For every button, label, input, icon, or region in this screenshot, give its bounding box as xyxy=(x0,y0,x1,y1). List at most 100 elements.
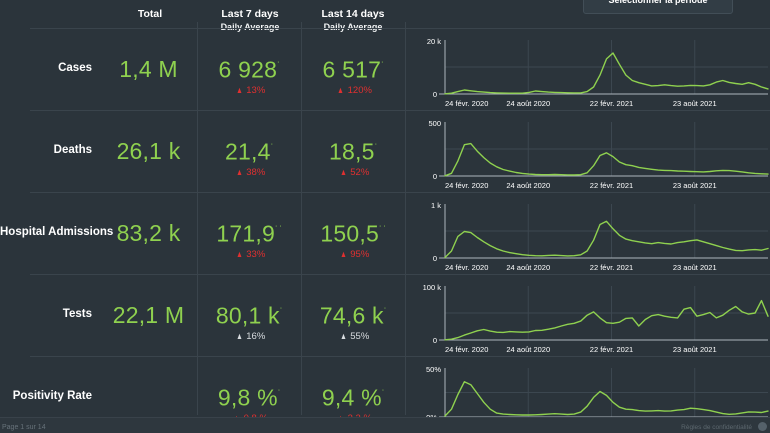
delta-deaths-last7: ▲ 38% xyxy=(235,166,266,178)
cell-deaths-total: 26,1 k xyxy=(116,138,181,164)
svg-text:24 août 2020: 24 août 2020 xyxy=(506,99,550,108)
delta-hospital-last7: ▲ 33% xyxy=(235,248,266,260)
trend-chart-tests[interactable]: 24 févr. 2020 24 août 2020 22 févr. 2021 23… xyxy=(406,276,770,356)
svg-text:23 août 2021: 23 août 2021 xyxy=(673,99,717,108)
arrow-up-icon: ▲ xyxy=(339,330,347,341)
cell-hospital-total: 83,2 k xyxy=(116,220,181,246)
delta-deaths-last14: ▲ 52% xyxy=(339,166,370,178)
trend-chart-cases[interactable]: 24 févr. 2020 24 août 2020 22 févr. 2021 23… xyxy=(406,30,770,110)
circle-logo-icon xyxy=(758,422,767,431)
footnote-marker: ˙ xyxy=(381,389,387,400)
svg-text:24 févr. 2020: 24 févr. 2020 xyxy=(445,181,488,190)
row-label-deaths: Deaths xyxy=(53,144,92,156)
cell-hospital-last14: 150,5˙˙ ▲ 95% xyxy=(304,218,404,261)
value-deaths-last7: 21,4˙ xyxy=(225,138,275,165)
footnote-marker: ˙ xyxy=(277,389,283,400)
cell-deaths-last7: 21,4˙ ▲ 38% xyxy=(200,136,300,179)
row-label-hospital-admissions: Hospital Admissions xyxy=(0,226,114,238)
svg-text:0: 0 xyxy=(433,254,437,263)
table-row[interactable]: Cases 1,4 M 6 928˙ ▲ 13% 6 517˙ ▲ 120% xyxy=(0,28,770,110)
footnote-marker: ˙˙ xyxy=(378,225,388,236)
period-selector-dropdown[interactable]: Sélectionner la période xyxy=(583,0,733,14)
row-label-cases: Cases xyxy=(58,62,92,74)
value-cases-last7: 6 928˙ xyxy=(218,56,282,83)
value-hospital-last7: 171,9˙˙ xyxy=(216,220,284,247)
arrow-up-icon: ▲ xyxy=(339,248,347,259)
value-deaths-last14: 18,5˙ xyxy=(329,138,379,165)
svg-text:23 août 2021: 23 août 2021 xyxy=(673,345,717,354)
delta-cases-last14: ▲ 120% xyxy=(337,84,372,96)
svg-text:22 févr. 2021: 22 févr. 2021 xyxy=(590,181,633,190)
arrow-up-icon: ▲ xyxy=(337,84,344,95)
svg-text:500: 500 xyxy=(428,119,441,128)
pagination-label[interactable]: Page 1 sur 14 xyxy=(2,424,46,431)
svg-text:0: 0 xyxy=(433,90,437,99)
table-header-row: Total Last 7 days Daily Average Last 14 … xyxy=(0,0,770,32)
svg-text:24 févr. 2020: 24 févr. 2020 xyxy=(445,263,488,272)
cell-tests-last14: 74,6 k˙ ▲ 55% xyxy=(304,300,404,343)
svg-text:0: 0 xyxy=(433,172,437,181)
arrow-up-icon: ▲ xyxy=(235,330,243,341)
cell-cases-last14: 6 517˙ ▲ 120% xyxy=(304,54,404,97)
footnote-marker: ˙ xyxy=(383,307,389,318)
column-divider-1 xyxy=(197,22,198,415)
value-tests-last14: 74,6 k˙ xyxy=(319,302,389,329)
row-label-tests: Tests xyxy=(62,308,92,320)
footnote-marker: ˙ xyxy=(374,143,379,154)
delta-hospital-last14: ▲ 95% xyxy=(339,248,370,260)
footer-bar xyxy=(0,417,770,433)
value-positivity-last7: 9,8 %˙ xyxy=(217,384,283,411)
column-divider-3 xyxy=(405,22,406,415)
row-divider-4 xyxy=(30,356,770,357)
svg-text:22 févr. 2021: 22 févr. 2021 xyxy=(590,345,633,354)
svg-text:24 févr. 2020: 24 févr. 2020 xyxy=(445,345,488,354)
footnote-marker: ˙ xyxy=(381,61,386,72)
column-header-total: Total xyxy=(137,8,163,20)
delta-tests-last14: ▲ 55% xyxy=(339,330,370,342)
value-cases-last14: 6 517˙ xyxy=(322,56,386,83)
value-tests-last7: 80,1 k˙ xyxy=(215,302,285,329)
privacy-note[interactable]: Règles de confidentialité xyxy=(681,424,752,431)
value-hospital-last14: 150,5˙˙ xyxy=(320,220,388,247)
svg-text:20 k: 20 k xyxy=(427,37,441,46)
table-row[interactable]: Tests 22,1 M 80,1 k˙ ▲ 16% 74,6 k˙ ▲ 55% xyxy=(0,274,770,356)
cell-tests-total: 22,1 M xyxy=(112,302,185,328)
svg-text:50%: 50% xyxy=(426,365,441,374)
cell-hospital-last7: 171,9˙˙ ▲ 33% xyxy=(200,218,300,261)
footnote-marker: ˙ xyxy=(277,61,282,72)
svg-text:22 févr. 2021: 22 févr. 2021 xyxy=(590,99,633,108)
arrow-up-icon: ▲ xyxy=(235,248,243,259)
trend-chart-deaths[interactable]: 24 févr. 2020 24 août 2020 22 févr. 2021 23… xyxy=(406,112,770,192)
svg-text:100 k: 100 k xyxy=(423,283,442,292)
arrow-up-icon: ▲ xyxy=(235,166,243,177)
cell-cases-last7: 6 928˙ ▲ 13% xyxy=(200,54,300,97)
svg-text:22 févr. 2021: 22 févr. 2021 xyxy=(590,263,633,272)
svg-text:1 k: 1 k xyxy=(431,201,441,210)
column-divider-2 xyxy=(301,22,302,415)
column-header-last-7-days: Last 7 days Daily Average xyxy=(220,8,280,32)
svg-text:24 août 2020: 24 août 2020 xyxy=(506,181,550,190)
cell-tests-last7: 80,1 k˙ ▲ 16% xyxy=(200,300,300,343)
trend-chart-hospital[interactable]: 24 févr. 2020 24 août 2020 22 févr. 2021 23… xyxy=(406,194,770,274)
row-divider-2 xyxy=(30,192,770,193)
svg-text:24 août 2020: 24 août 2020 xyxy=(506,345,550,354)
footnote-marker: ˙ xyxy=(270,143,275,154)
row-divider-0 xyxy=(30,28,770,29)
cell-cases-total: 1,4 M xyxy=(119,56,178,82)
table-row[interactable]: Hospital Admissions 83,2 k 171,9˙˙ ▲ 33%… xyxy=(0,192,770,274)
cell-deaths-last14: 18,5˙ ▲ 52% xyxy=(304,136,404,179)
delta-tests-last7: ▲ 16% xyxy=(235,330,266,342)
row-divider-1 xyxy=(30,110,770,111)
arrow-up-icon: ▲ xyxy=(235,84,243,95)
footnote-marker: ˙˙ xyxy=(274,225,284,236)
trend-charts-column: 24 févr. 2020 24 août 2020 22 févr. 2021 23… xyxy=(406,0,770,433)
svg-text:23 août 2021: 23 août 2021 xyxy=(673,263,717,272)
svg-text:0: 0 xyxy=(433,336,437,345)
table-row[interactable]: Deaths 26,1 k 21,4˙ ▲ 38% 18,5˙ ▲ 52% xyxy=(0,110,770,192)
row-divider-3 xyxy=(30,274,770,275)
value-positivity-last14: 9,4 %˙ xyxy=(321,384,387,411)
arrow-up-icon: ▲ xyxy=(339,166,347,177)
delta-cases-last7: ▲ 13% xyxy=(235,84,266,96)
